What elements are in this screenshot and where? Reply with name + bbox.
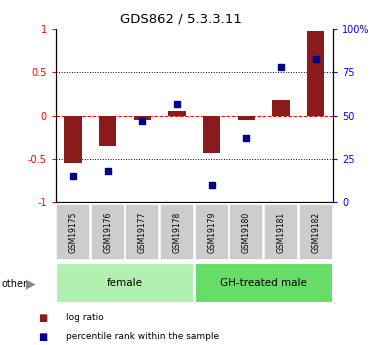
Text: GSM19176: GSM19176: [103, 211, 112, 253]
Text: ▶: ▶: [26, 277, 36, 290]
FancyBboxPatch shape: [195, 263, 333, 303]
Point: [105, 168, 111, 174]
Text: ■: ■: [38, 332, 47, 342]
FancyBboxPatch shape: [126, 204, 159, 260]
Text: log ratio: log ratio: [66, 313, 104, 322]
Point: [313, 56, 319, 61]
Text: GSM19180: GSM19180: [242, 211, 251, 253]
FancyBboxPatch shape: [195, 204, 229, 260]
Text: GSM19177: GSM19177: [138, 211, 147, 253]
FancyBboxPatch shape: [91, 204, 125, 260]
Bar: [238, 116, 255, 120]
Bar: [203, 116, 220, 152]
Text: ■: ■: [38, 313, 47, 323]
Text: percentile rank within the sample: percentile rank within the sample: [66, 332, 219, 341]
Point: [139, 118, 146, 124]
FancyBboxPatch shape: [229, 204, 263, 260]
Text: female: female: [107, 278, 143, 288]
Text: GSM19182: GSM19182: [311, 211, 320, 253]
Bar: [169, 111, 186, 116]
Text: GDS862 / 5.3.3.11: GDS862 / 5.3.3.11: [120, 12, 242, 25]
Text: GSM19178: GSM19178: [172, 211, 182, 253]
Bar: [99, 116, 116, 146]
Bar: [307, 31, 324, 116]
Text: other: other: [2, 279, 28, 288]
Text: GSM19175: GSM19175: [69, 211, 78, 253]
Point: [174, 101, 180, 106]
Bar: [64, 116, 82, 163]
Text: GH-treated male: GH-treated male: [220, 278, 307, 288]
FancyBboxPatch shape: [56, 204, 90, 260]
Point: [278, 65, 284, 70]
Bar: [273, 100, 290, 116]
FancyBboxPatch shape: [160, 204, 194, 260]
Point: [70, 173, 76, 179]
Text: GSM19181: GSM19181: [276, 211, 286, 253]
FancyBboxPatch shape: [56, 263, 194, 303]
Point: [209, 182, 215, 187]
FancyBboxPatch shape: [264, 204, 298, 260]
FancyBboxPatch shape: [299, 204, 333, 260]
Text: GSM19179: GSM19179: [207, 211, 216, 253]
Point: [243, 135, 249, 141]
Bar: [134, 116, 151, 120]
